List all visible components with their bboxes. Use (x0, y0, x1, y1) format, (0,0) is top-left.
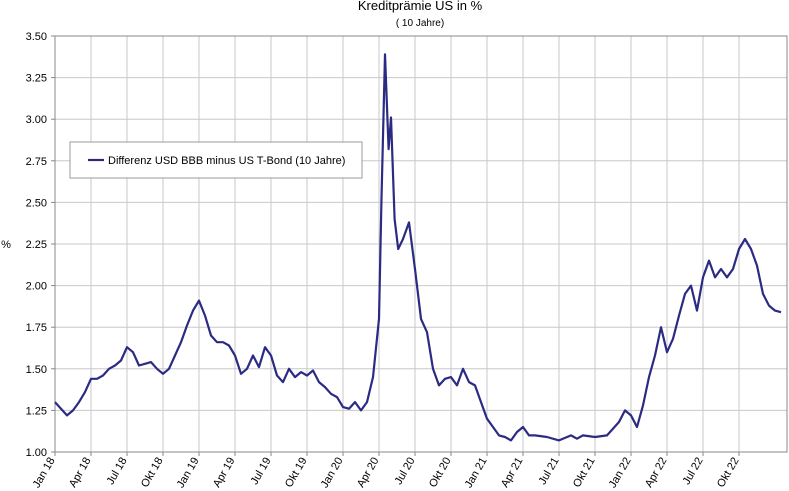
y-tick-label: 3.50 (26, 31, 47, 43)
x-tick-label: Jan 18 (31, 456, 58, 491)
x-tick-label: Jul 20 (393, 456, 418, 487)
y-tick-label: 3.25 (26, 73, 47, 85)
x-tick-label: Okt 20 (427, 456, 454, 490)
x-tick-label: Jul 21 (537, 456, 562, 487)
legend-label: Differenz USD BBB minus US T-Bond (10 Ja… (108, 155, 345, 167)
x-tick-label: Jul 19 (249, 456, 274, 487)
y-tick-label: 2.75 (26, 156, 47, 168)
x-tick-label: Jan 22 (607, 456, 634, 491)
x-tick-label: Okt 19 (283, 456, 310, 490)
x-tick-label: Apr 22 (643, 456, 670, 490)
x-tick-label: Jul 22 (681, 456, 706, 487)
chart-title: Kreditprämie US in % (358, 0, 483, 13)
data-line (54, 53, 782, 442)
y-tick-label: 1.75 (26, 322, 47, 334)
x-tick-label: Apr 20 (355, 456, 382, 490)
plot-frame (54, 35, 788, 453)
y-tick-label: 2.50 (26, 197, 47, 209)
chart-subtitle: ( 10 Jahre) (396, 18, 444, 29)
x-tick-label: Okt 18 (139, 456, 166, 490)
y-tick-label: 1.00 (26, 447, 47, 459)
legend-box (69, 141, 363, 179)
x-tick-label: Jan 20 (319, 456, 346, 491)
y-tick-label: 1.50 (26, 364, 47, 376)
y-tick-label: 3.00 (26, 114, 47, 126)
x-tick-label: Apr 19 (211, 456, 238, 490)
y-tick-label: 1.25 (26, 405, 47, 417)
x-tick-label: Jul 18 (105, 456, 130, 487)
x-tick-label: Jan 21 (463, 456, 490, 491)
x-tick-label: Okt 22 (715, 456, 742, 490)
x-tick-label: Apr 18 (67, 456, 94, 490)
y-axis-label: % (1, 239, 11, 251)
x-tick-label: Jan 19 (175, 456, 202, 491)
x-tick-label: Apr 21 (499, 456, 526, 490)
x-tick-label: Okt 21 (571, 456, 598, 490)
y-tick-label: 2.00 (26, 281, 47, 293)
y-tick-label: 2.25 (26, 239, 47, 251)
